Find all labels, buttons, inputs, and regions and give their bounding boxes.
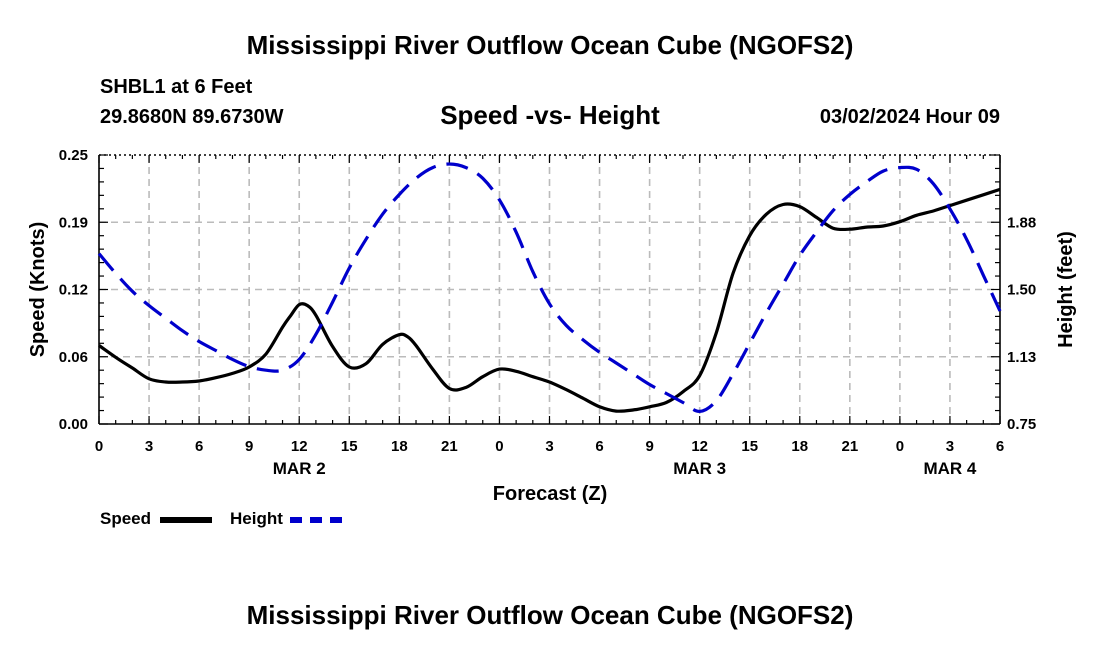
x-tick-label: 6 [996, 438, 1004, 455]
x-tick-label: 9 [245, 438, 253, 455]
x-tick-label: 9 [645, 438, 653, 455]
chart-subtitle: Speed -vs- Height [440, 100, 660, 130]
x-axis-label: Forecast (Z) [493, 483, 607, 505]
legend-speed-swatch [160, 517, 212, 523]
y-tick-label: 0.12 [59, 282, 88, 299]
y2-tick-label: 0.75 [1007, 416, 1036, 433]
y-tick-label: 0.25 [59, 147, 88, 164]
x-tick-label: 21 [841, 438, 858, 455]
legend-height-label: Height [230, 509, 283, 528]
day-label: MAR 3 [673, 459, 726, 478]
x-tick-label: 15 [741, 438, 758, 455]
x-tick-label: 18 [791, 438, 808, 455]
y-axis-label: Speed (Knots) [27, 222, 49, 358]
x-tick-label: 0 [896, 438, 904, 455]
x-tick-label: 0 [495, 438, 503, 455]
x-tick-label: 21 [441, 438, 458, 455]
x-tick-label: 3 [545, 438, 553, 455]
x-tick-label: 15 [341, 438, 358, 455]
x-tick-label: 6 [595, 438, 603, 455]
forecast-datetime: 03/02/2024 Hour 09 [819, 106, 1000, 128]
series-line-speed [98, 187, 1001, 413]
x-tick-label: 12 [291, 438, 308, 455]
day-label: MAR 2 [273, 459, 326, 478]
station-label: SHBL1 at 6 Feet [100, 76, 253, 98]
x-tick-label: 3 [145, 438, 153, 455]
y2-tick-label: 1.13 [1007, 349, 1036, 366]
series-line-height [97, 162, 1002, 413]
y2-tick-label: 1.50 [1007, 282, 1036, 299]
legend-speed-label: Speed [100, 509, 152, 528]
y-tick-label: 0.19 [59, 214, 88, 231]
x-tick-label: 0 [95, 438, 103, 455]
footer-title: Mississippi River Outflow Ocean Cube (NG… [246, 600, 854, 630]
x-tick-label: 6 [195, 438, 203, 455]
y-tick-label: 0.00 [59, 416, 88, 433]
legend-height-swatch [290, 517, 342, 523]
x-tick-label: 18 [391, 438, 408, 455]
x-tick-label: 12 [691, 438, 708, 455]
y-tick-label: 0.06 [59, 349, 88, 366]
speed-height-chart: 0 3 6 9 12 15 18 21 0 3 6 9 12 15 18 21 0 3 6 MAR 2 MAR 3 MAR… [27, 147, 1077, 505]
y2-tick-label: 1.88 [1007, 214, 1036, 231]
x-tick-label: 3 [946, 438, 954, 455]
day-label: MAR 4 [923, 459, 976, 478]
station-coordinates: 29.8680N 89.6730W [100, 106, 284, 128]
main-title: Mississippi River Outflow Ocean Cube (NG… [246, 30, 854, 60]
y2-axis-label: Height (feet) [1055, 231, 1077, 348]
